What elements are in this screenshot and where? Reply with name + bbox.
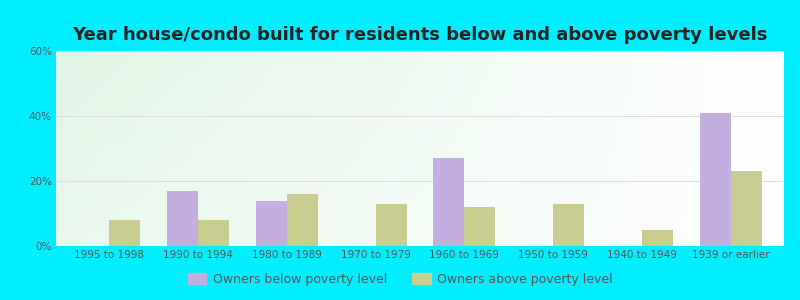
Bar bbox=[198, 220, 229, 246]
Legend: Owners below poverty level, Owners above poverty level: Owners below poverty level, Owners above… bbox=[182, 268, 618, 291]
Bar bbox=[464, 207, 495, 246]
Bar bbox=[287, 194, 318, 246]
Bar bbox=[376, 204, 406, 246]
Bar bbox=[110, 220, 140, 246]
Bar bbox=[553, 204, 584, 246]
Bar bbox=[700, 113, 730, 246]
Title: Year house/condo built for residents below and above poverty levels: Year house/condo built for residents bel… bbox=[72, 26, 768, 44]
Bar bbox=[256, 200, 287, 246]
Bar bbox=[167, 191, 198, 246]
Bar bbox=[730, 171, 762, 246]
Bar bbox=[434, 158, 464, 246]
Bar bbox=[642, 230, 673, 246]
